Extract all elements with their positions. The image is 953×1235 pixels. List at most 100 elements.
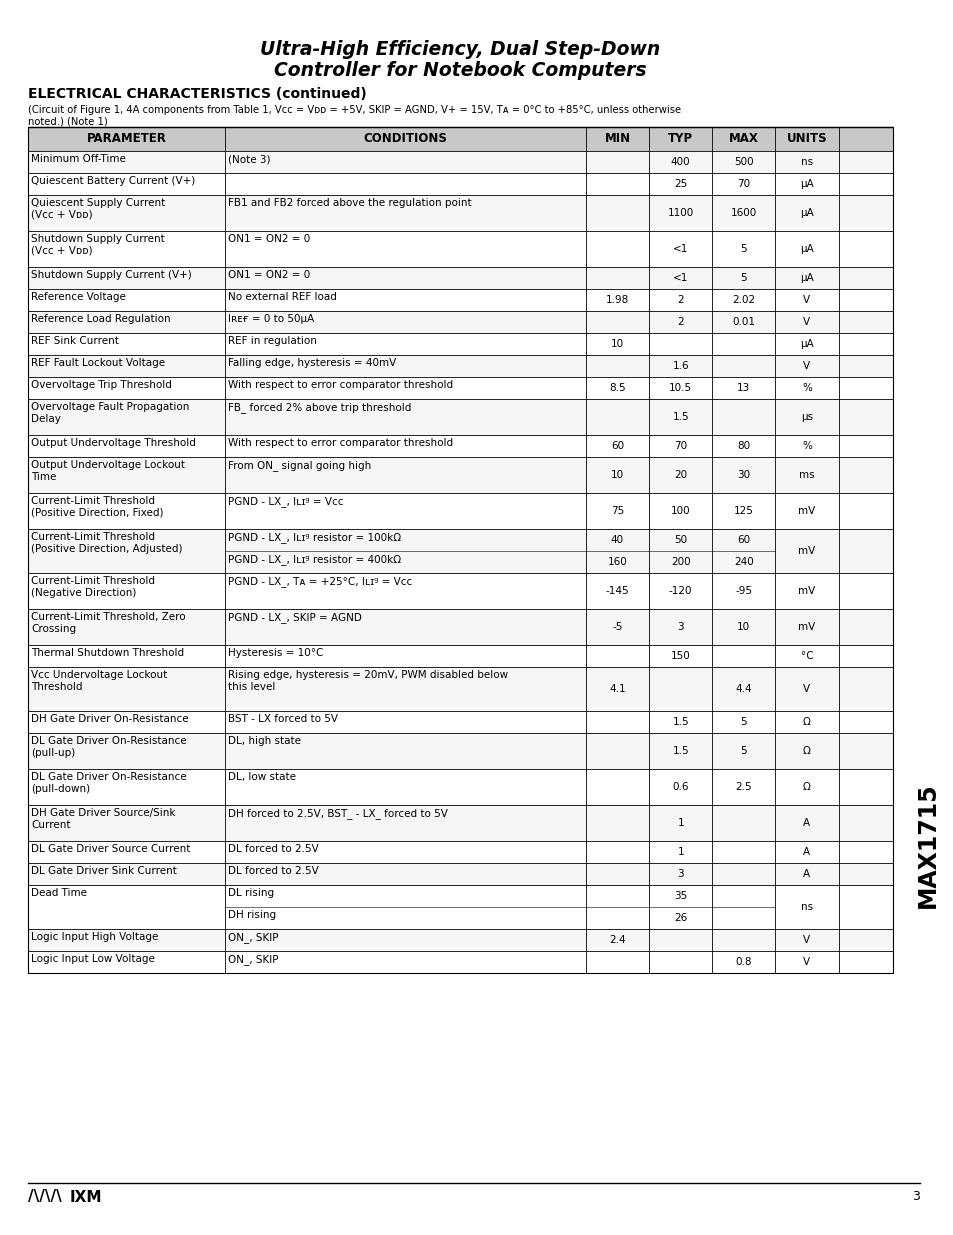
Text: BST - LX forced to 5V: BST - LX forced to 5V — [228, 714, 338, 724]
Text: 70: 70 — [674, 441, 686, 451]
Text: PGND - LX_, Iʟɪᵍ = Vᴄᴄ: PGND - LX_, Iʟɪᵍ = Vᴄᴄ — [228, 496, 343, 506]
Text: DL forced to 2.5V: DL forced to 2.5V — [228, 844, 318, 853]
Text: (Note 3): (Note 3) — [228, 154, 271, 164]
Bar — [28, 493, 892, 529]
Text: 3: 3 — [911, 1191, 919, 1203]
Text: 5: 5 — [740, 746, 746, 756]
Text: PGND - LX_, SKIP = AGND: PGND - LX_, SKIP = AGND — [228, 613, 362, 622]
Bar — [28, 863, 892, 885]
Text: With respect to error comparator threshold: With respect to error comparator thresho… — [228, 380, 453, 390]
Bar — [28, 769, 892, 805]
Text: Controller for Notebook Computers: Controller for Notebook Computers — [274, 61, 646, 80]
Text: 2: 2 — [677, 317, 683, 327]
Bar — [28, 377, 892, 399]
Text: DH Gate Driver Source/Sink
Current: DH Gate Driver Source/Sink Current — [30, 808, 175, 830]
Text: ms: ms — [799, 471, 814, 480]
Bar — [28, 435, 892, 457]
Bar — [28, 711, 892, 734]
Text: 10.5: 10.5 — [668, 383, 692, 393]
Text: Current-Limit Threshold
(Negative Direction): Current-Limit Threshold (Negative Direct… — [30, 576, 154, 598]
Text: μA: μA — [800, 179, 813, 189]
Text: Rising edge, hysteresis = 20mV, PWM disabled below
this level: Rising edge, hysteresis = 20mV, PWM disa… — [228, 671, 508, 692]
Text: ON1 = ON2 = 0: ON1 = ON2 = 0 — [228, 233, 310, 245]
Text: %: % — [801, 441, 811, 451]
Text: PARAMETER: PARAMETER — [87, 132, 167, 146]
Text: DL Gate Driver On-Resistance
(pull-up): DL Gate Driver On-Resistance (pull-up) — [30, 736, 187, 757]
Text: V: V — [802, 957, 810, 967]
Text: Logic Input High Voltage: Logic Input High Voltage — [30, 932, 158, 942]
Text: DH Gate Driver On-Resistance: DH Gate Driver On-Resistance — [30, 714, 189, 724]
Text: IXM: IXM — [70, 1189, 102, 1204]
Text: μA: μA — [800, 245, 813, 254]
Text: μA: μA — [800, 273, 813, 283]
Text: mV: mV — [798, 506, 815, 516]
Text: Quiescent Battery Current (V+): Quiescent Battery Current (V+) — [30, 177, 195, 186]
Bar — [28, 173, 892, 195]
Text: -120: -120 — [668, 585, 692, 597]
Text: Shutdown Supply Current (V+): Shutdown Supply Current (V+) — [30, 270, 192, 280]
Text: Ω: Ω — [802, 718, 810, 727]
Bar — [28, 354, 892, 377]
Text: ON_, SKIP: ON_, SKIP — [228, 932, 278, 942]
Text: 20: 20 — [674, 471, 686, 480]
Text: 240: 240 — [733, 557, 753, 567]
Text: 1100: 1100 — [667, 207, 693, 219]
Bar — [28, 127, 892, 151]
Text: REF in regulation: REF in regulation — [228, 336, 316, 346]
Bar — [28, 734, 892, 769]
Text: DL Gate Driver Sink Current: DL Gate Driver Sink Current — [30, 866, 176, 876]
Text: MAX: MAX — [728, 132, 758, 146]
Text: 5: 5 — [740, 718, 746, 727]
Text: -5: -5 — [612, 622, 622, 632]
Text: 125: 125 — [733, 506, 753, 516]
Bar — [28, 399, 892, 435]
Bar — [28, 289, 892, 311]
Text: REF Fault Lockout Voltage: REF Fault Lockout Voltage — [30, 358, 165, 368]
Text: 0.6: 0.6 — [672, 782, 688, 792]
Bar — [28, 127, 892, 973]
Text: 2: 2 — [677, 295, 683, 305]
Text: TYP: TYP — [667, 132, 693, 146]
Text: Minimum Off-Time: Minimum Off-Time — [30, 154, 126, 164]
Text: -145: -145 — [605, 585, 629, 597]
Text: 26: 26 — [674, 913, 686, 923]
Text: Vᴄᴄ Undervoltage Lockout
Threshold: Vᴄᴄ Undervoltage Lockout Threshold — [30, 671, 167, 692]
Text: 75: 75 — [610, 506, 623, 516]
Text: ON_, SKIP: ON_, SKIP — [228, 953, 278, 965]
Text: Ultra-High Efficiency, Dual Step-Down: Ultra-High Efficiency, Dual Step-Down — [260, 40, 659, 59]
Text: 160: 160 — [607, 557, 627, 567]
Text: DL, high state: DL, high state — [228, 736, 301, 746]
Text: UNITS: UNITS — [786, 132, 826, 146]
Text: DL rising: DL rising — [228, 888, 274, 898]
Bar — [28, 885, 892, 929]
Bar — [28, 457, 892, 493]
Text: mV: mV — [798, 585, 815, 597]
Text: A: A — [802, 847, 810, 857]
Text: Shutdown Supply Current
(Vᴄᴄ + Vᴅᴅ): Shutdown Supply Current (Vᴄᴄ + Vᴅᴅ) — [30, 233, 165, 256]
Text: 0.8: 0.8 — [735, 957, 751, 967]
Text: %: % — [801, 383, 811, 393]
Text: 2.5: 2.5 — [735, 782, 751, 792]
Text: 70: 70 — [737, 179, 750, 189]
Text: Overvoltage Fault Propagation
Delay: Overvoltage Fault Propagation Delay — [30, 403, 190, 424]
Text: mV: mV — [798, 546, 815, 556]
Text: DL Gate Driver Source Current: DL Gate Driver Source Current — [30, 844, 191, 853]
Text: DH rising: DH rising — [228, 910, 276, 920]
Text: 4.4: 4.4 — [735, 684, 751, 694]
Bar — [28, 667, 892, 711]
Text: 200: 200 — [670, 557, 690, 567]
Text: DL Gate Driver On-Resistance
(pull-down): DL Gate Driver On-Resistance (pull-down) — [30, 772, 187, 794]
Text: 1: 1 — [677, 818, 683, 827]
Text: 60: 60 — [737, 535, 750, 545]
Bar — [28, 645, 892, 667]
Bar — [28, 929, 892, 951]
Text: 5: 5 — [740, 273, 746, 283]
Text: 1.5: 1.5 — [672, 718, 688, 727]
Text: REF Sink Current: REF Sink Current — [30, 336, 119, 346]
Text: CONDITIONS: CONDITIONS — [363, 132, 447, 146]
Text: 10: 10 — [610, 471, 623, 480]
Text: Thermal Shutdown Threshold: Thermal Shutdown Threshold — [30, 648, 184, 658]
Text: 1600: 1600 — [730, 207, 756, 219]
Text: Hysteresis = 10°C: Hysteresis = 10°C — [228, 648, 323, 658]
Bar — [28, 195, 892, 231]
